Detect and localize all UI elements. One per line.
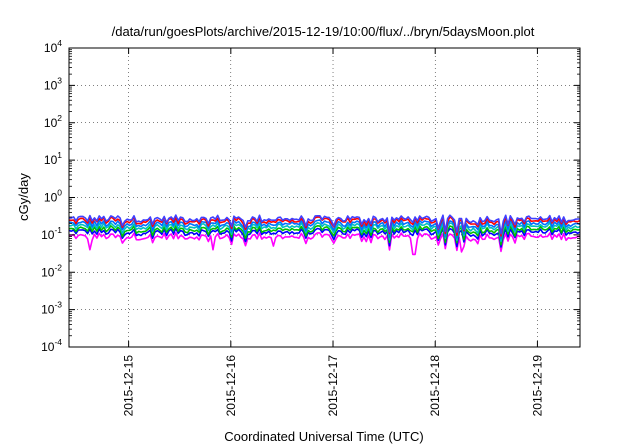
series-layer — [68, 214, 581, 256]
x-tick-label: 2015-12-15 — [122, 355, 136, 417]
y-tick-base: 10 — [44, 41, 58, 55]
y-tick-exponent: -1 — [54, 225, 62, 235]
y-tick-base: 10 — [41, 265, 55, 279]
x-tick-label: 2015-12-19 — [530, 355, 544, 417]
series-line — [68, 218, 581, 240]
y-tick-label: 10-3 — [41, 300, 62, 317]
y-tick-exponent: 0 — [57, 188, 62, 198]
y-tick-exponent: 1 — [57, 150, 62, 160]
y-tick-exponent: 3 — [57, 75, 62, 85]
y-axis-label: cGy/day — [16, 173, 31, 221]
chart-title: /data/run/goesPlots/archive/2015-12-19/1… — [112, 24, 535, 39]
y-tick-label: 102 — [44, 113, 62, 130]
series-line — [68, 232, 581, 256]
y-tick-base: 10 — [44, 78, 58, 92]
y-tick-label: 100 — [44, 188, 62, 205]
x-axis-label: Coordinated Universal Time (UTC) — [224, 429, 423, 444]
y-tick-base: 10 — [41, 340, 55, 354]
y-tick-label: 104 — [44, 38, 62, 55]
grid — [69, 48, 580, 347]
y-tick-label: 10-4 — [41, 337, 62, 354]
y-tick-exponent: -4 — [54, 337, 62, 347]
y-tick-base: 10 — [44, 116, 58, 130]
series-line — [68, 216, 581, 237]
series-line — [68, 225, 581, 246]
y-tick-label: 10-1 — [41, 225, 62, 242]
y-tick-label: 101 — [44, 150, 62, 167]
x-tick-labels: 2015-12-15 2015-12-16 2015-12-17 2015-12-18… — [122, 355, 545, 417]
y-tick-exponent: 4 — [57, 38, 62, 48]
y-tick-exponent: -2 — [54, 262, 62, 272]
y-tick-base: 10 — [41, 228, 55, 242]
y-tick-label: 103 — [44, 75, 62, 92]
x-tick-label: 2015-12-17 — [326, 355, 340, 417]
ticks — [69, 47, 580, 348]
y-tick-base: 10 — [41, 303, 55, 317]
series-line — [68, 227, 581, 248]
y-tick-base: 10 — [44, 153, 58, 167]
y-tick-exponent: 2 — [57, 113, 62, 123]
y-tick-base: 10 — [44, 191, 58, 205]
x-tick-label: 2015-12-16 — [224, 355, 238, 417]
y-tick-label: 10-2 — [41, 262, 62, 279]
series-line — [68, 214, 581, 235]
y-tick-exponent: -3 — [54, 300, 62, 310]
x-tick-label: 2015-12-18 — [428, 355, 442, 417]
